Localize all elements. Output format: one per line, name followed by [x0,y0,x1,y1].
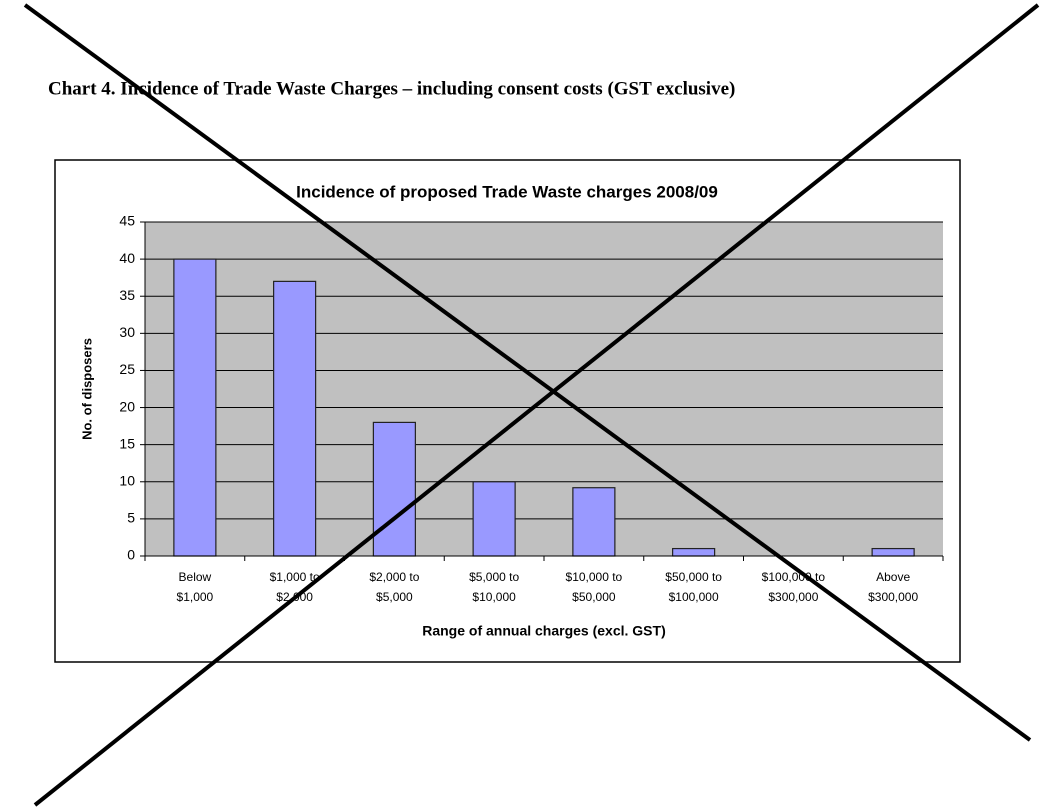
x-tick-label: $300,000 [768,590,818,604]
x-tick-label: Below [179,570,212,584]
x-tick-label: $50,000 [572,590,616,604]
cross-line [23,3,1032,742]
bar [672,547,716,557]
y-tick-label: 30 [119,324,135,340]
x-axis-label: Range of annual charges (excl. GST) [422,623,666,639]
y-tick-label: 25 [119,361,135,377]
x-tick-label: $300,000 [868,590,918,604]
x-tick-label: $1,000 [177,590,214,604]
x-tick-label: $10,000 [472,590,516,604]
y-axis-label: No. of disposers [79,338,94,440]
y-tick-label: 20 [119,398,135,414]
bar [273,280,317,557]
y-tick-label: 0 [127,547,135,563]
y-tick-label: 45 [119,213,135,229]
bar [173,258,217,557]
cross-line [33,3,1040,807]
y-tick-label: 10 [119,472,135,488]
marks: 0 5 10 15 20 25 30 35 40 45 Below $1,000 $1,000 to $2… [119,213,944,604]
plot-area [145,222,943,556]
document-heading: Chart 4. Incidence of Trade Waste Charge… [48,78,735,99]
x-tick-label: $1,000 to [270,570,320,584]
x-tick-label: $5,000 [376,590,413,604]
x-tick-label: $2,000 to [369,570,419,584]
x-tick-label: $5,000 to [469,570,519,584]
bar [572,487,616,557]
y-tick-label: 5 [127,510,135,526]
bar [372,421,416,557]
x-tick-label: $50,000 to [665,570,722,584]
bar [871,547,915,557]
y-tick-label: 40 [119,250,135,266]
chart-title: Incidence of proposed Trade Waste charge… [296,182,718,201]
bar [472,481,516,557]
x-tick-label: $100,000 [669,590,719,604]
x-tick-label: $10,000 to [566,570,623,584]
y-tick-label: 35 [119,287,135,303]
y-tick-label: 15 [119,435,135,451]
x-tick-label: Above [876,570,910,584]
